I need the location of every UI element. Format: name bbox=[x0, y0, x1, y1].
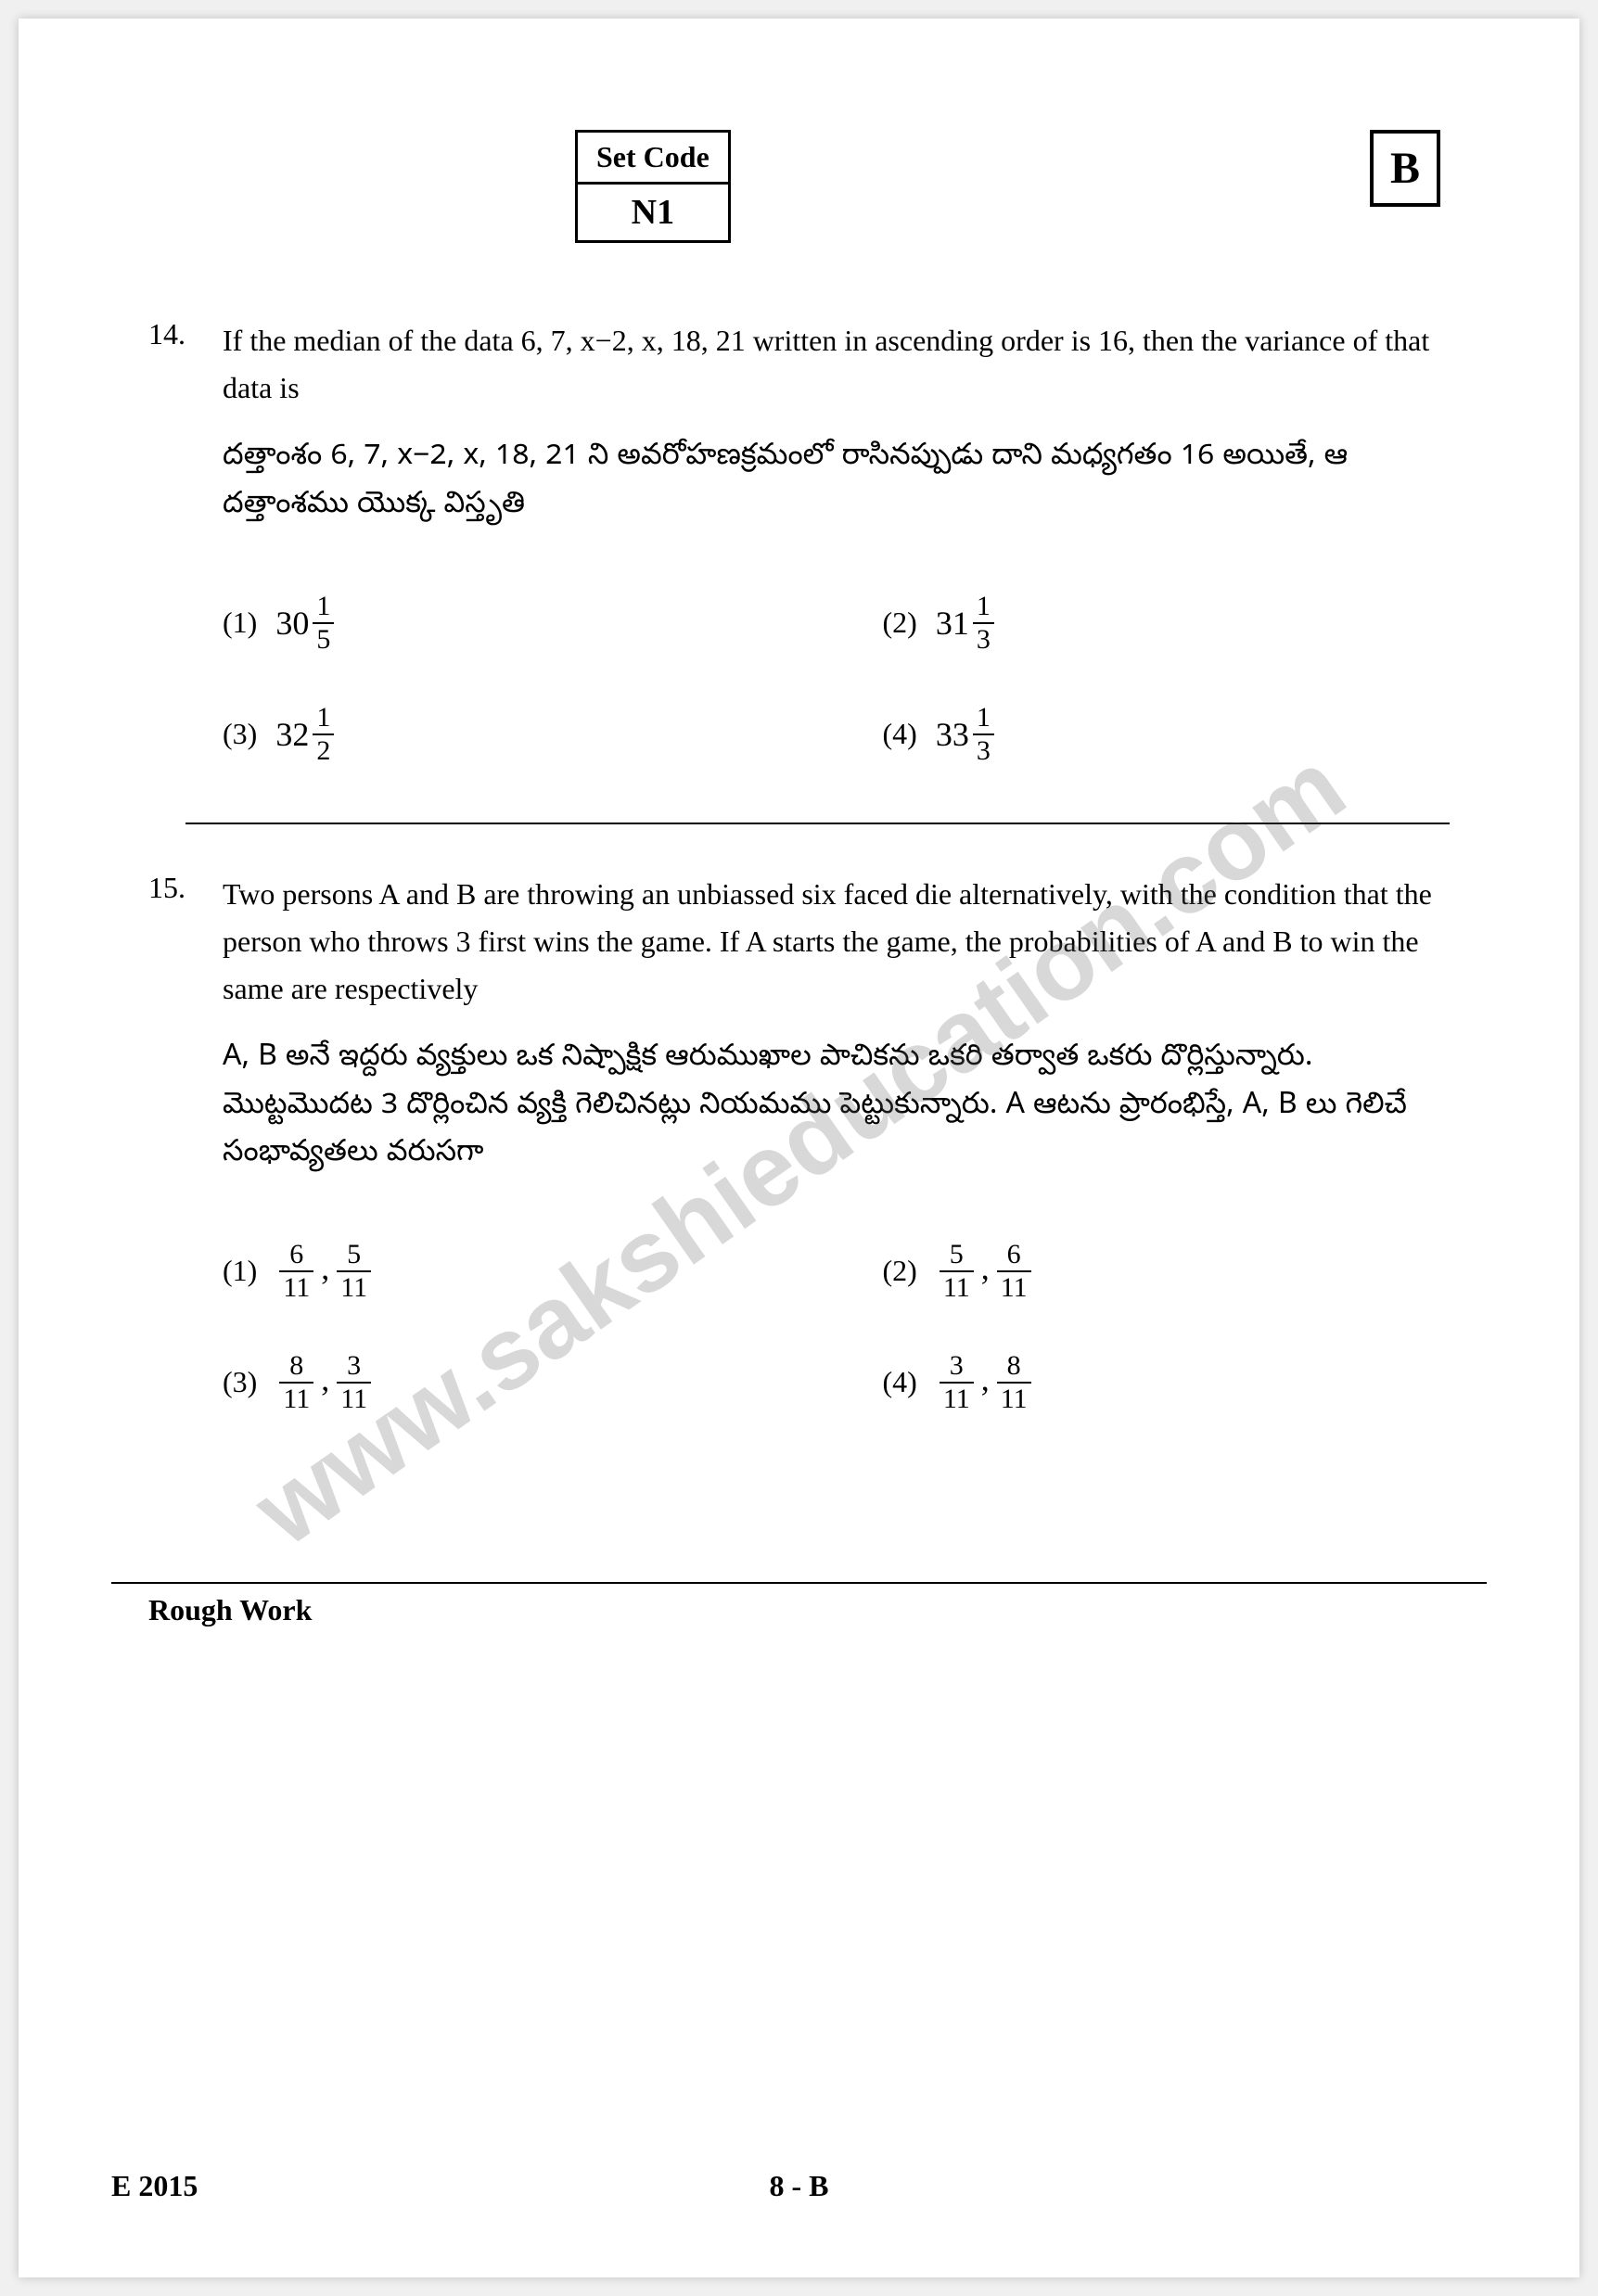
option-fraction-1: 811 bbox=[279, 1350, 313, 1415]
option-fraction: 15 bbox=[313, 591, 334, 656]
option-fraction-2: 611 bbox=[997, 1239, 1031, 1304]
comma: , bbox=[321, 1360, 329, 1397]
option-2: (2) 511,611 bbox=[883, 1239, 1451, 1304]
option-number: (3) bbox=[223, 1365, 257, 1399]
option-whole: 33 bbox=[936, 716, 969, 753]
option-number: (4) bbox=[883, 717, 917, 751]
set-code-label: Set Code bbox=[578, 133, 728, 185]
option-number: (2) bbox=[883, 606, 917, 640]
question-row: 15. Two persons A and B are throwing an … bbox=[148, 871, 1450, 1211]
option-fraction: 13 bbox=[973, 702, 994, 767]
question-body: If the median of the data 6, 7, x−2, x, … bbox=[223, 317, 1450, 563]
option-fraction-1: 611 bbox=[279, 1239, 313, 1304]
question-text-telugu: దత్తాంశం 6, 7, x−2, x, 18, 21 ని అవరోహణక… bbox=[223, 435, 1450, 529]
option-whole: 32 bbox=[275, 716, 309, 753]
header-row: Set Code N1 B bbox=[111, 130, 1487, 243]
option-whole: 31 bbox=[936, 605, 969, 642]
option-number: (1) bbox=[223, 1254, 257, 1288]
question-text-telugu: A, B అనే ఇద్దరు వ్యక్తులు ఒక నిష్పాక్షిక… bbox=[223, 1036, 1450, 1179]
comma: , bbox=[981, 1360, 990, 1397]
question-number: 15. bbox=[148, 871, 204, 1211]
option-1: (1) 3015 bbox=[223, 591, 790, 656]
set-code-box: Set Code N1 bbox=[575, 130, 731, 243]
option-number: (1) bbox=[223, 606, 257, 640]
option-whole: 30 bbox=[275, 605, 309, 642]
question-text-english: Two persons A and B are throwing an unbi… bbox=[223, 871, 1450, 1014]
option-fraction-2: 311 bbox=[337, 1350, 371, 1415]
footer-center: 8 - B bbox=[770, 2169, 829, 2203]
exam-page: www.sakshieducation.com Set Code N1 B 14… bbox=[19, 19, 1579, 2277]
comma: , bbox=[981, 1249, 990, 1286]
footer-left: E 2015 bbox=[111, 2169, 198, 2203]
option-number: (2) bbox=[883, 1254, 917, 1288]
question-14: 14. If the median of the data 6, 7, x−2,… bbox=[111, 317, 1487, 767]
option-3: (3) 811,311 bbox=[223, 1350, 790, 1415]
option-3: (3) 3212 bbox=[223, 702, 790, 767]
question-15: 15. Two persons A and B are throwing an … bbox=[111, 871, 1487, 1415]
option-fraction-1: 311 bbox=[940, 1350, 974, 1415]
page-footer: E 2015 8 - B bbox=[111, 2169, 1487, 2203]
option-1: (1) 611,511 bbox=[223, 1239, 790, 1304]
options-grid: (1) 611,511 (2) 511,611 (3) 811,311 (4) bbox=[223, 1239, 1450, 1415]
option-4: (4) 3313 bbox=[883, 702, 1451, 767]
options-grid: (1) 3015 (2) 3113 (3) 3212 (4) bbox=[223, 591, 1450, 767]
question-divider bbox=[185, 823, 1450, 824]
option-fraction-1: 511 bbox=[940, 1239, 974, 1304]
option-2: (2) 3113 bbox=[883, 591, 1451, 656]
option-4: (4) 311,811 bbox=[883, 1350, 1451, 1415]
set-code-value: N1 bbox=[578, 185, 728, 240]
question-text-english: If the median of the data 6, 7, x−2, x, … bbox=[223, 317, 1450, 412]
option-number: (3) bbox=[223, 717, 257, 751]
question-number: 14. bbox=[148, 317, 204, 563]
option-fraction: 12 bbox=[313, 702, 334, 767]
comma: , bbox=[321, 1249, 329, 1286]
question-row: 14. If the median of the data 6, 7, x−2,… bbox=[148, 317, 1450, 563]
rough-work-label: Rough Work bbox=[111, 1582, 1487, 1627]
option-fraction-2: 511 bbox=[337, 1239, 371, 1304]
option-number: (4) bbox=[883, 1365, 917, 1399]
option-fraction: 13 bbox=[973, 591, 994, 656]
variant-box: B bbox=[1370, 130, 1440, 207]
option-fraction-2: 811 bbox=[997, 1350, 1031, 1415]
question-body: Two persons A and B are throwing an unbi… bbox=[223, 871, 1450, 1211]
